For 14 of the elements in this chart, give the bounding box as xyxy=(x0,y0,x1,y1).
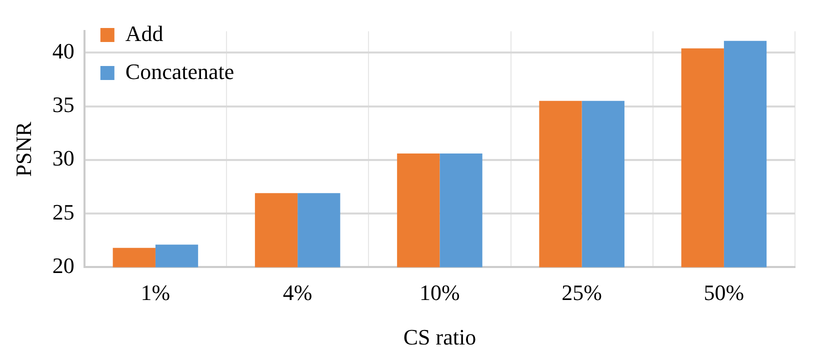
y-tick-label: 40 xyxy=(52,38,74,64)
x-tick-label: 25% xyxy=(562,280,602,306)
legend-label: Add xyxy=(125,20,164,46)
y-tick-label: 20 xyxy=(52,252,74,278)
x-tick-label: 10% xyxy=(420,280,460,306)
y-axis-title: PSNR xyxy=(10,121,36,177)
x-tick-label: 1% xyxy=(140,280,170,306)
y-tick-label: 30 xyxy=(52,146,74,171)
x-axis-title: CS ratio xyxy=(403,324,476,350)
y-tick-label: 25 xyxy=(52,199,74,224)
legend-label: Concatenate xyxy=(125,58,234,84)
x-tick-label: 50% xyxy=(704,280,744,306)
y-tick-label: 35 xyxy=(52,92,74,118)
x-tick-label: 4% xyxy=(282,280,312,306)
